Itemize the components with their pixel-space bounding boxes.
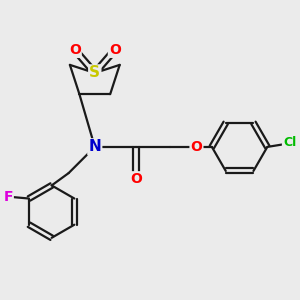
Text: F: F: [3, 190, 13, 204]
Text: O: O: [69, 43, 81, 57]
Text: Cl: Cl: [283, 136, 296, 149]
Text: O: O: [130, 172, 142, 186]
Text: S: S: [89, 65, 100, 80]
Text: O: O: [109, 43, 121, 57]
Text: N: N: [88, 140, 101, 154]
Text: O: O: [190, 140, 202, 154]
